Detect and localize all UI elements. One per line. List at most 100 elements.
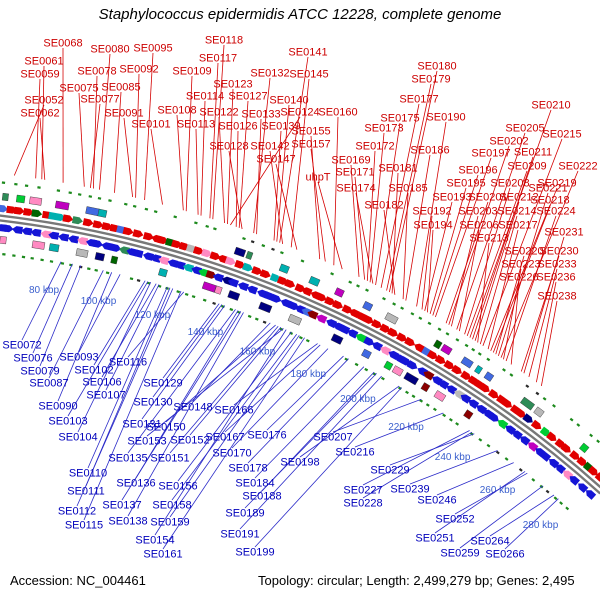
gene-arrow[interactable] [122,226,135,236]
gene-block[interactable] [334,287,345,298]
gene-arrow[interactable] [338,324,351,335]
gene-arrow[interactable] [515,408,528,420]
gene-arrow[interactable] [54,212,66,222]
gene-arrow[interactable] [192,246,205,256]
gene-label[interactable]: SE0107 [86,390,125,402]
gene-arrow[interactable] [522,413,535,425]
gene-arrow[interactable] [496,418,509,430]
gene-arrow[interactable] [518,434,531,446]
gene-label[interactable]: SE0103 [48,416,87,428]
gene-block[interactable] [29,196,43,206]
gene-label[interactable]: SE0217 [498,220,537,232]
gene-block[interactable] [287,313,303,326]
gene-label[interactable]: SE0160 [318,107,357,119]
gene-label[interactable]: SE0197 [471,148,510,160]
gene-arrow[interactable] [300,286,313,297]
gene-arrow[interactable] [479,382,492,395]
gene-block[interactable] [308,275,321,287]
gene-arrow[interactable] [488,412,501,424]
gene-block[interactable] [362,300,374,312]
gene-arrow[interactable] [234,259,246,270]
gene-arrow[interactable] [406,360,420,371]
gene-label[interactable]: SE0189 [225,508,264,520]
gene-label[interactable]: SE0052 [24,95,63,107]
gene-arrow[interactable] [569,450,582,462]
gene-arrow[interactable] [13,206,25,215]
gene-block[interactable] [1,192,9,202]
gene-label[interactable]: SE0177 [399,94,438,106]
gene-arrow[interactable] [62,214,74,223]
gene-label[interactable]: SE0156 [158,481,197,493]
gene-block[interactable] [227,290,241,301]
gene-label[interactable]: SE0116 [109,357,147,369]
gene-arrow[interactable] [434,354,448,366]
gene-label[interactable]: SE0191 [220,529,259,541]
gene-label[interactable]: SE0180 [417,61,456,73]
gene-label[interactable]: SE0138 [108,516,147,528]
gene-label[interactable]: SE0124 [280,107,319,119]
gene-block[interactable] [474,365,483,375]
gene-block[interactable] [48,243,60,253]
gene-label[interactable]: SE0233 [537,259,576,271]
gene-label[interactable]: SE0151 [150,453,189,465]
gene-block[interactable] [0,236,7,245]
gene-label[interactable]: SE0211 [514,147,552,159]
gene-label[interactable]: SE0167 [205,432,244,444]
gene-arrow[interactable] [404,336,417,348]
gene-arrow[interactable] [354,310,367,322]
gene-label[interactable]: uhpT [305,172,330,184]
gene-arrow[interactable] [101,222,113,231]
gene-label[interactable]: SE0076 [13,353,52,365]
gene-arrow[interactable] [443,359,456,371]
gene-block[interactable] [433,339,443,350]
gene-label[interactable]: SE0110 [69,468,107,480]
gene-label[interactable]: SE0157 [291,139,330,151]
gene-label[interactable]: SE0078 [77,66,116,78]
gene-label[interactable]: SE0150 [146,422,185,434]
gene-block[interactable] [533,406,545,418]
gene-block[interactable] [278,263,290,274]
gene-arrow[interactable] [306,309,319,320]
gene-arrow[interactable] [209,251,221,261]
gene-label[interactable]: SE0137 [102,500,141,512]
gene-arrow[interactable] [31,209,43,218]
gene-label[interactable]: SE0222 [558,161,597,173]
gene-block[interactable] [463,409,474,420]
gene-label[interactable]: SE0221 [528,183,567,195]
gene-arrow[interactable] [576,481,589,494]
gene-label[interactable]: SE0166 [214,405,253,417]
gene-block[interactable] [440,343,453,356]
gene-arrow[interactable] [190,265,203,276]
gene-arrow[interactable] [23,208,34,216]
gene-block[interactable] [31,240,46,250]
gene-label[interactable]: SE0179 [411,74,450,86]
gene-block[interactable] [383,360,394,371]
gene-arrow[interactable] [71,216,84,225]
gene-arrow[interactable] [67,235,79,244]
gene-label[interactable]: SE0135 [108,453,147,465]
gene-block[interactable] [483,371,495,382]
gene-arrow[interactable] [331,299,344,311]
gene-arrow[interactable] [426,349,440,361]
gene-arrow[interactable] [530,419,544,432]
gene-label[interactable]: SE0141 [288,47,327,59]
gene-label[interactable]: SE0190 [426,112,465,124]
gene-label[interactable]: SE0113 [177,119,215,131]
gene-label[interactable]: SE0208 [490,178,529,190]
gene-label[interactable]: SE0161 [143,549,182,561]
gene-arrow[interactable] [501,398,514,410]
gene-block[interactable] [233,246,247,258]
gene-arrow[interactable] [259,269,272,279]
gene-label[interactable]: SE0170 [212,448,251,460]
gene-arrow[interactable] [174,260,186,270]
gene-block[interactable] [420,382,431,393]
gene-label[interactable]: SE0188 [242,491,281,503]
gene-block[interactable] [85,206,100,217]
gene-arrow[interactable] [40,230,52,239]
gene-label[interactable]: SE0114 [186,91,224,103]
gene-label[interactable]: SE0126 [218,121,257,133]
gene-label[interactable]: SE0205 [505,123,544,135]
gene-label[interactable]: SE0181 [378,163,417,175]
gene-label[interactable]: SE0104 [58,432,97,444]
gene-arrow[interactable] [0,204,8,213]
